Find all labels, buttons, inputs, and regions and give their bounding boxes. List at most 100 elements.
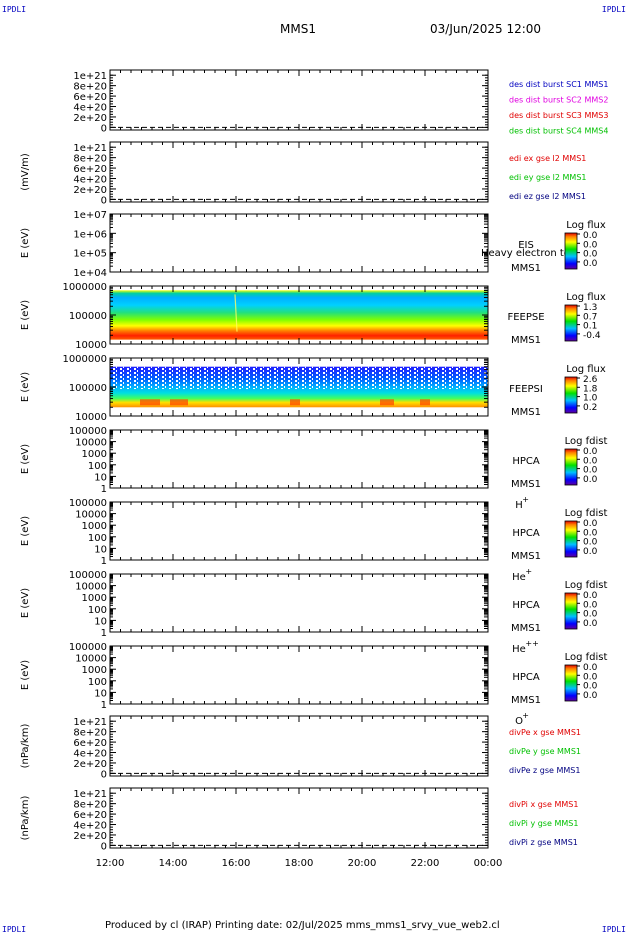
x-tick-label: 14:00 — [159, 858, 188, 869]
colorbar-tick-label: -0.4 — [583, 331, 601, 341]
colorbar-tick-label: 0.0 — [583, 447, 598, 457]
panel-frame — [109, 141, 489, 203]
y-tick-label: 10000 — [75, 340, 107, 351]
y-tick-label: 1 — [101, 628, 107, 639]
y-tick-label: 1 — [101, 556, 107, 567]
colorbar — [564, 448, 578, 486]
species-charge: ++ — [525, 639, 538, 648]
colorbar-tick-label: 0.0 — [583, 240, 598, 250]
colorbar-title: Log fdist — [565, 508, 608, 519]
colorbar-title: Log fdist — [565, 436, 608, 447]
colorbar-title: Log fdist — [565, 652, 608, 663]
instrument-label: HPCA — [512, 528, 540, 539]
y-tick-label: 1e+21 — [73, 789, 107, 800]
colorbar-tick-label: 0.0 — [583, 672, 598, 682]
y-tick-label: 6e+20 — [73, 164, 107, 175]
legend-entry: divPi x gse MMS1 — [509, 800, 578, 809]
footer-credit: Produced by cl (IRAP) Printing date: 02/… — [105, 920, 500, 931]
colorbar-tick-label: 0.0 — [583, 231, 598, 241]
feepse-spectrogram — [110, 290, 488, 340]
colorbar-tick-label: 1.0 — [583, 394, 598, 404]
y-axis-label: E (eV) — [20, 444, 31, 474]
y-axis-label: E (eV) — [20, 516, 31, 546]
y-tick-label: 2e+20 — [73, 185, 107, 196]
y-tick-label: 1e+06 — [73, 229, 107, 240]
panel-frame — [109, 69, 489, 131]
y-tick-label: 100000 — [69, 426, 107, 437]
y-tick-label: 8e+20 — [73, 82, 107, 93]
feepsi-burst — [420, 399, 430, 406]
colorbar-tick-label: 0.0 — [583, 466, 598, 476]
legend-entry: divPe z gse MMS1 — [509, 766, 580, 775]
colorbar-tick-label: 1.8 — [583, 384, 598, 394]
y-tick-label: 8e+20 — [73, 800, 107, 811]
x-tick-label: 22:00 — [411, 858, 440, 869]
y-tick-label: 1 — [101, 700, 107, 711]
feepsi-burst — [290, 399, 300, 406]
y-tick-label: 1000 — [82, 521, 107, 532]
overlay-label: Heavy electron to — [481, 248, 570, 259]
y-axis-label: E (eV) — [20, 588, 31, 618]
legend-entry: edi ez gse l2 MMS1 — [509, 192, 586, 201]
colorbar — [564, 304, 578, 342]
legend-entry: divPi y gse MMS1 — [509, 819, 578, 828]
spacecraft-label: MMS1 — [511, 263, 541, 274]
y-tick-label: 4e+20 — [73, 749, 107, 760]
y-tick-label: 0 — [101, 123, 107, 134]
spacecraft-label: MMS1 — [511, 407, 541, 418]
y-tick-label: 1e+21 — [73, 143, 107, 154]
legend-entry: divPi z gse MMS1 — [509, 838, 578, 847]
species-label: O — [515, 716, 523, 727]
spacecraft-label: MMS1 — [511, 335, 541, 346]
y-tick-label: 10000 — [75, 654, 107, 665]
corner-label-top-right: IPDLI — [601, 5, 626, 14]
y-tick-label: 100000 — [69, 383, 107, 394]
y-tick-label: 10 — [94, 544, 107, 555]
y-tick-label: 8e+20 — [73, 154, 107, 165]
species-charge: + — [522, 495, 529, 504]
y-tick-label: 1e+21 — [73, 717, 107, 728]
y-tick-label: 100 — [88, 461, 107, 472]
colorbar-title: Log flux — [566, 292, 606, 303]
corner-label-bottom-right: IPDLI — [601, 925, 626, 934]
y-tick-label: 1 — [101, 484, 107, 495]
spacecraft-label: MMS1 — [511, 623, 541, 634]
y-axis-label: (mV/m) — [20, 153, 31, 191]
colorbar-tick-label: 0.0 — [583, 250, 598, 260]
colorbar-tick-label: 0.0 — [583, 682, 598, 692]
colorbar — [564, 592, 578, 630]
colorbar-tick-label: 0.7 — [583, 312, 597, 322]
y-tick-label: 100 — [88, 533, 107, 544]
plot-datetime: 03/Jun/2025 12:00 — [430, 22, 542, 36]
colorbar-tick-label: 0.0 — [583, 456, 598, 466]
y-tick-label: 4e+20 — [73, 103, 107, 114]
y-tick-label: 10000 — [75, 510, 107, 521]
y-tick-label: 1000 — [82, 665, 107, 676]
y-tick-label: 6e+20 — [73, 92, 107, 103]
y-tick-label: 100 — [88, 677, 107, 688]
spacecraft-label: MMS1 — [511, 479, 541, 490]
instrument-label: EIS — [518, 240, 534, 251]
colorbar-tick-label: 0.0 — [583, 538, 598, 548]
feepse-spike — [234, 294, 238, 332]
colorbar-tick-label: 0.0 — [583, 519, 598, 529]
colorbar-tick-label: 0.0 — [583, 663, 598, 673]
feepsi-burst — [140, 399, 160, 406]
x-tick-label: 18:00 — [285, 858, 314, 869]
legend-entry: divPe x gse MMS1 — [509, 728, 581, 737]
legend-entry: des dist burst SC3 MMS3 — [509, 111, 608, 120]
colorbar-tick-label: 0.2 — [583, 403, 597, 413]
y-tick-label: 1000000 — [62, 282, 107, 293]
y-tick-label: 1000 — [82, 593, 107, 604]
y-tick-label: 6e+20 — [73, 738, 107, 749]
y-tick-label: 1e+21 — [73, 71, 107, 82]
panel-frame — [109, 213, 489, 273]
panel-feepse: 10000 100000 1000000 E (eV) FEEPSE MMS1 Log fl… — [20, 282, 606, 351]
y-tick-label: 1000000 — [62, 354, 107, 365]
y-tick-label: 10000 — [75, 438, 107, 449]
corner-label-top-left: IPDLI — [2, 5, 27, 14]
